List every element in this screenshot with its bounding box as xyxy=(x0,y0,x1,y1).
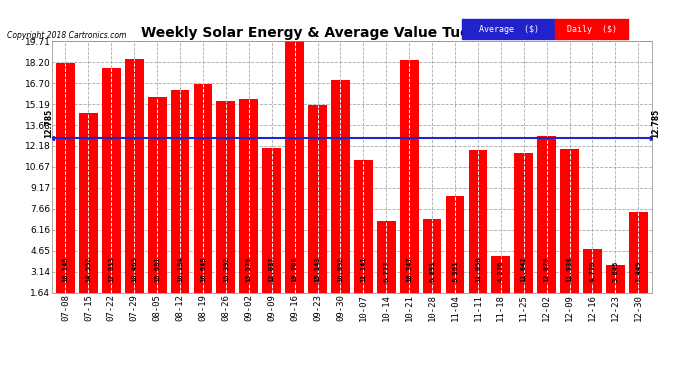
Text: 16.184: 16.184 xyxy=(177,257,183,282)
Bar xyxy=(148,97,166,292)
Bar xyxy=(514,153,533,292)
Bar xyxy=(217,101,235,292)
Text: 12.785: 12.785 xyxy=(43,108,53,138)
Text: 11.141: 11.141 xyxy=(360,257,366,282)
Text: 4.276: 4.276 xyxy=(497,261,504,282)
Text: 11.858: 11.858 xyxy=(475,257,481,282)
Bar xyxy=(56,63,75,292)
Text: 15.143: 15.143 xyxy=(315,257,321,282)
Bar xyxy=(194,84,213,292)
Bar xyxy=(239,99,258,292)
Text: 12.037: 12.037 xyxy=(268,257,275,282)
Text: 16.892: 16.892 xyxy=(337,257,344,282)
Bar xyxy=(446,196,464,292)
Bar xyxy=(170,90,190,292)
Text: Average  ($): Average ($) xyxy=(479,25,539,34)
Text: 11.938: 11.938 xyxy=(566,257,573,282)
Text: 12.785: 12.785 xyxy=(651,108,660,138)
Text: Copyright 2018 Cartronics.com: Copyright 2018 Cartronics.com xyxy=(7,30,126,39)
Bar xyxy=(331,80,350,292)
Bar xyxy=(400,60,419,292)
Bar xyxy=(285,41,304,292)
Text: Daily  ($): Daily ($) xyxy=(566,25,617,34)
Bar xyxy=(125,58,144,292)
Bar xyxy=(491,256,510,292)
Text: 12.879: 12.879 xyxy=(544,257,550,282)
Bar xyxy=(583,249,602,292)
Text: 18.140: 18.140 xyxy=(63,257,68,282)
Text: 15.576: 15.576 xyxy=(246,257,252,282)
Bar xyxy=(354,160,373,292)
Text: 7.449: 7.449 xyxy=(635,261,641,282)
Text: 15.681: 15.681 xyxy=(154,257,160,282)
Bar xyxy=(377,221,395,292)
Text: 14.552: 14.552 xyxy=(86,257,91,282)
Text: 6.891: 6.891 xyxy=(429,261,435,282)
Bar xyxy=(262,148,281,292)
Bar xyxy=(102,68,121,292)
Bar xyxy=(308,105,327,292)
Bar xyxy=(538,136,556,292)
Text: 6.777: 6.777 xyxy=(383,261,389,282)
Bar xyxy=(629,212,648,292)
Text: 18.463: 18.463 xyxy=(131,257,137,282)
Bar xyxy=(469,150,487,292)
Text: 11.642: 11.642 xyxy=(521,257,526,282)
Text: 18.347: 18.347 xyxy=(406,257,412,282)
Text: 19.708: 19.708 xyxy=(292,257,297,282)
Text: 3.646: 3.646 xyxy=(613,261,618,282)
Text: 8.561: 8.561 xyxy=(452,261,458,282)
Bar xyxy=(606,265,624,292)
Text: 4.770: 4.770 xyxy=(589,261,595,282)
Text: 15.392: 15.392 xyxy=(223,257,229,282)
Bar xyxy=(423,219,442,292)
Bar xyxy=(560,149,579,292)
Text: 16.648: 16.648 xyxy=(200,257,206,282)
Bar xyxy=(79,113,98,292)
Title: Weekly Solar Energy & Average Value Tue Jan 2 16:44: Weekly Solar Energy & Average Value Tue … xyxy=(141,26,563,40)
Text: 17.813: 17.813 xyxy=(108,257,115,282)
